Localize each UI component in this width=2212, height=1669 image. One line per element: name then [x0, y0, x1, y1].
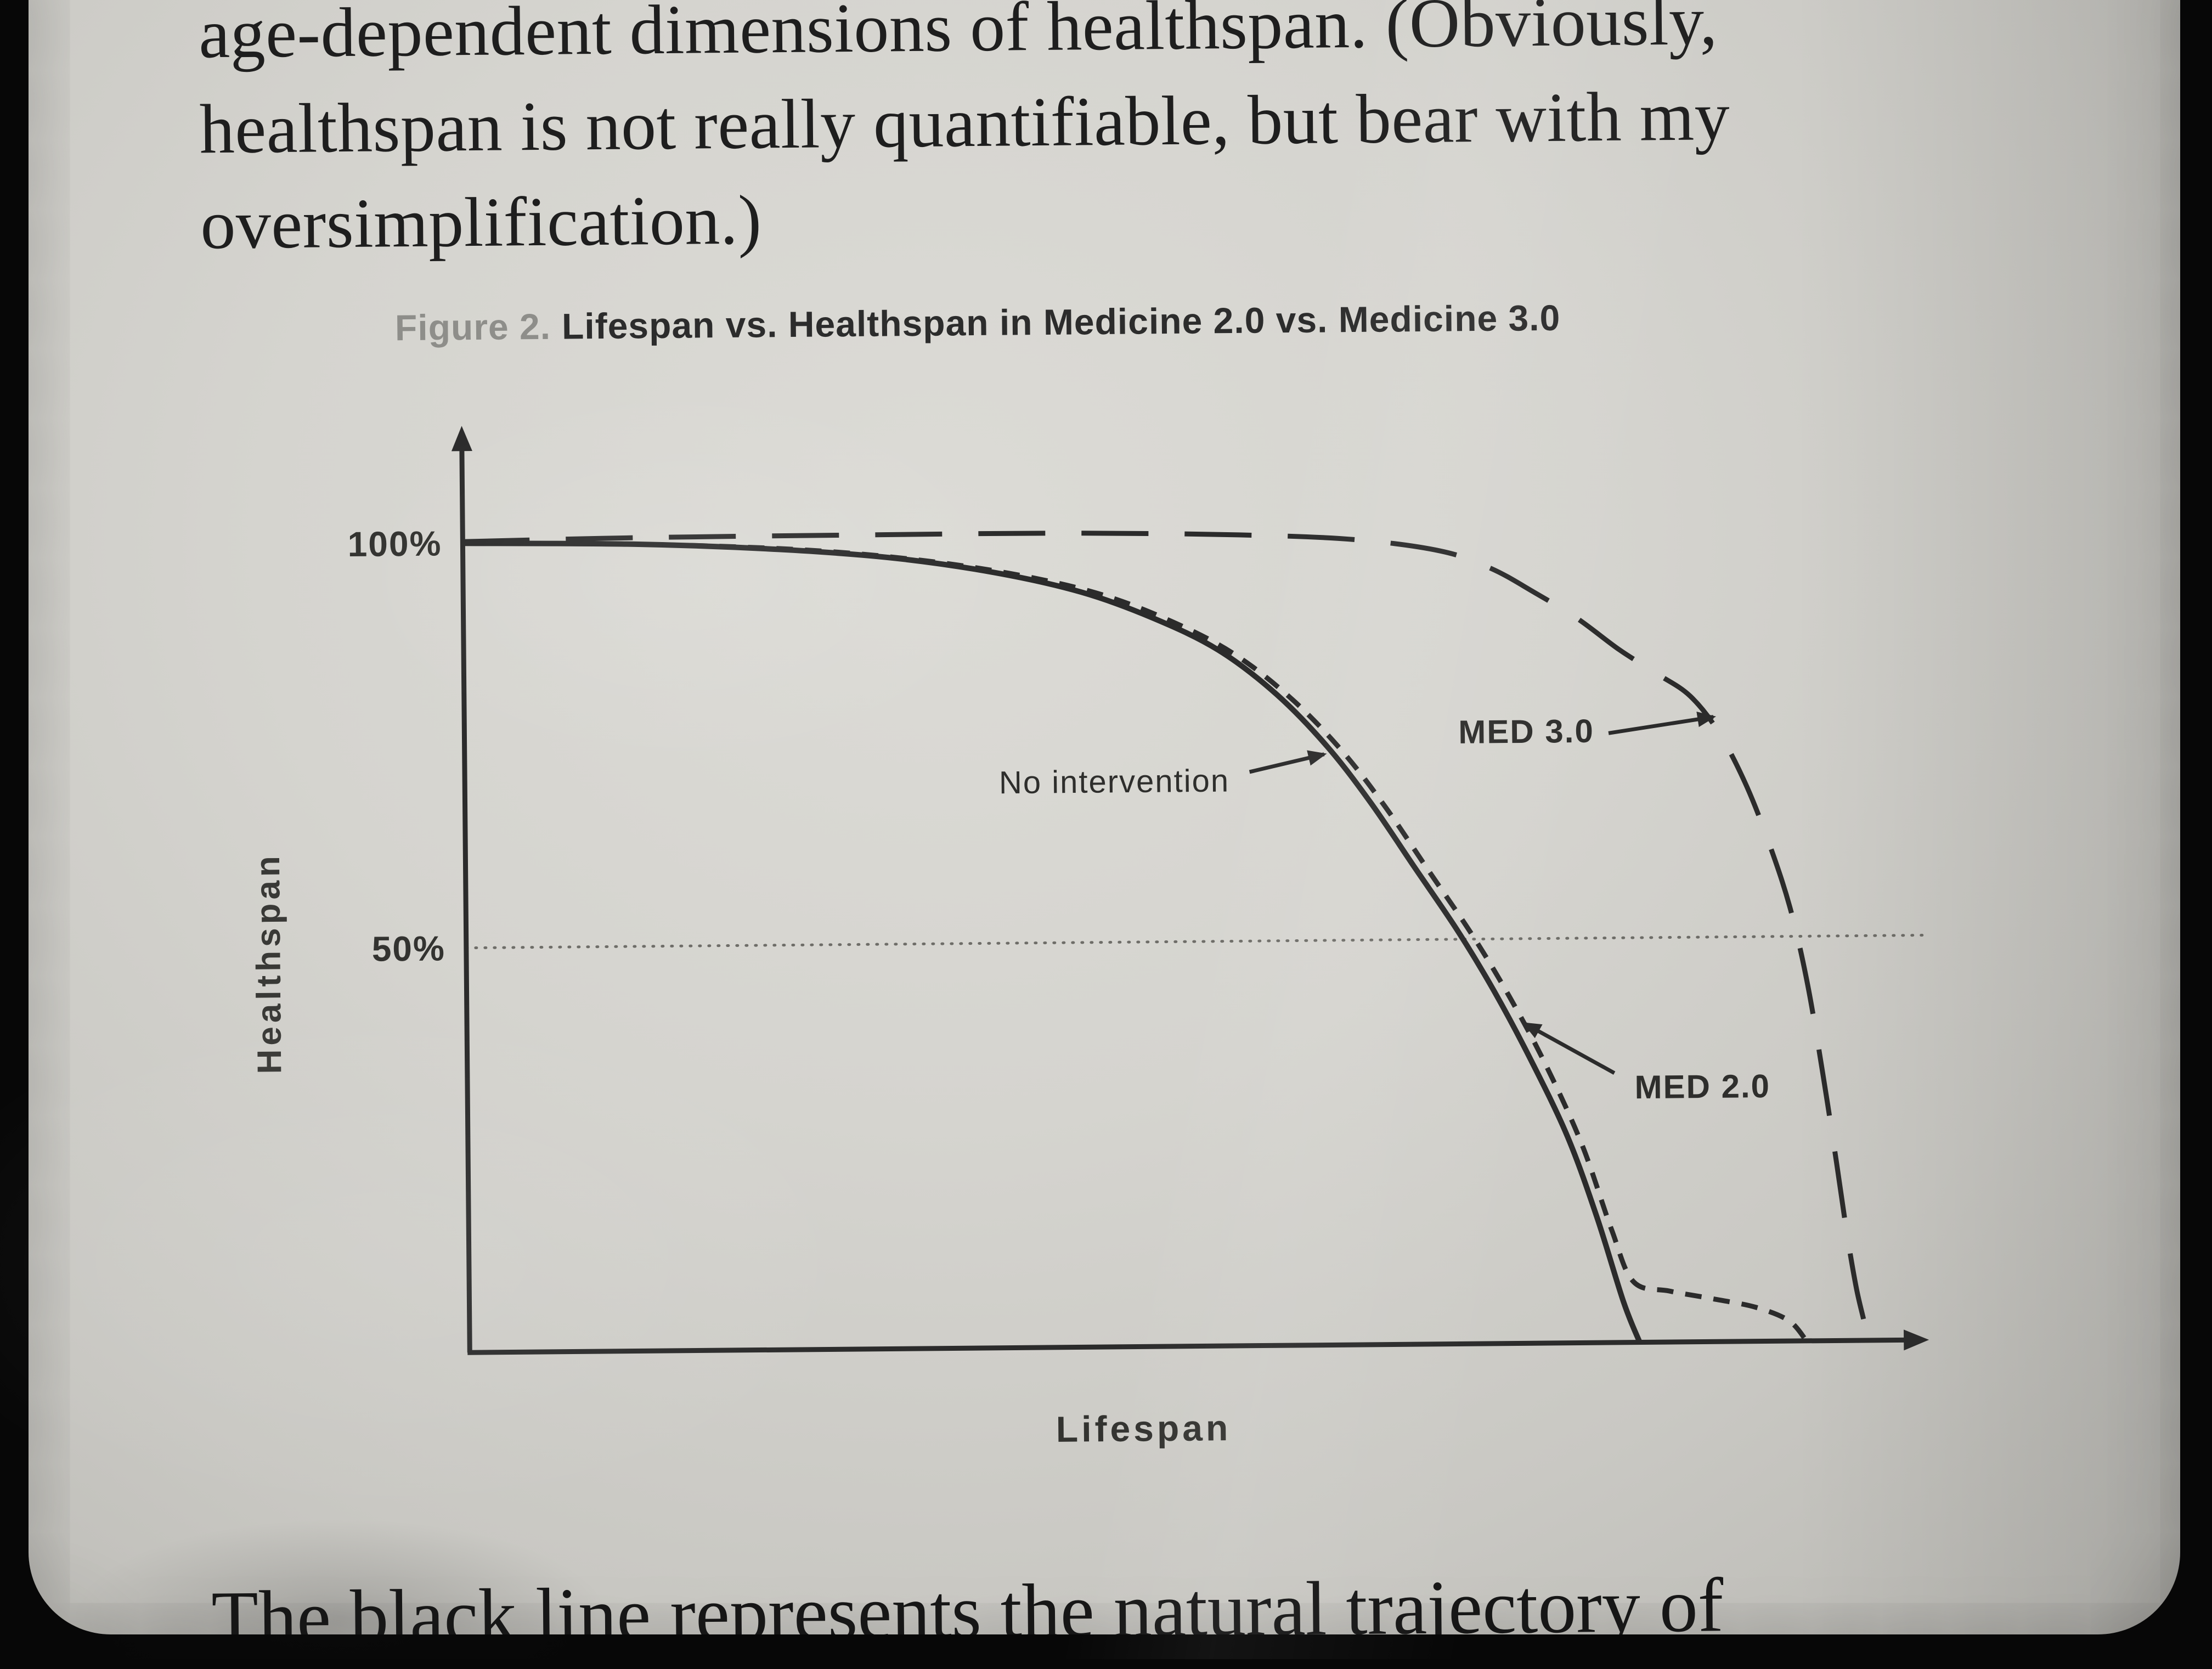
series-no-intervention [462, 540, 1643, 1344]
x-axis [467, 1337, 1913, 1355]
y-axis [459, 442, 472, 1353]
figure-caption-number: Figure 2. [394, 306, 551, 348]
figure-caption: Figure 2. Lifespan vs. Healthspan in Medi… [395, 297, 1561, 349]
annotation-med-2-0: MED 2.0 [1634, 1068, 1771, 1106]
reference-line-50 [465, 933, 1926, 950]
annotation-med-3-0: MED 3.0 [1458, 712, 1595, 751]
annotation-no-intervention: No intervention [998, 763, 1230, 801]
figure-caption-title: Lifespan vs. Healthspan in Medicine 2.0 … [561, 297, 1561, 347]
annotation-arrow [1608, 711, 1717, 735]
y-axis-arrowhead [451, 426, 472, 452]
annotation-arrow [1249, 750, 1327, 774]
ytick-100-percent: 100% [347, 523, 442, 565]
annotation-arrow [1522, 1022, 1616, 1075]
series-med-3-0 [462, 531, 1871, 1341]
paragraph-line: healthspan is not really quantifiable, b… [199, 77, 1730, 168]
x-axis-label: Lifespan [1056, 1407, 1232, 1450]
bezel-bottom-bar [0, 1634, 2212, 1659]
paragraph-line: oversimplification.) [200, 181, 762, 264]
top-paragraph: age-dependent dimensions of healthspan. … [199, 0, 1731, 272]
x-axis-arrowhead [1904, 1329, 1929, 1351]
ytick-50-percent: 50% [371, 928, 446, 969]
series-med-2-0 [462, 540, 1809, 1343]
y-axis-label: Healthspan [249, 852, 289, 1074]
paragraph-line: age-dependent dimensions of healthspan. … [198, 0, 1718, 73]
